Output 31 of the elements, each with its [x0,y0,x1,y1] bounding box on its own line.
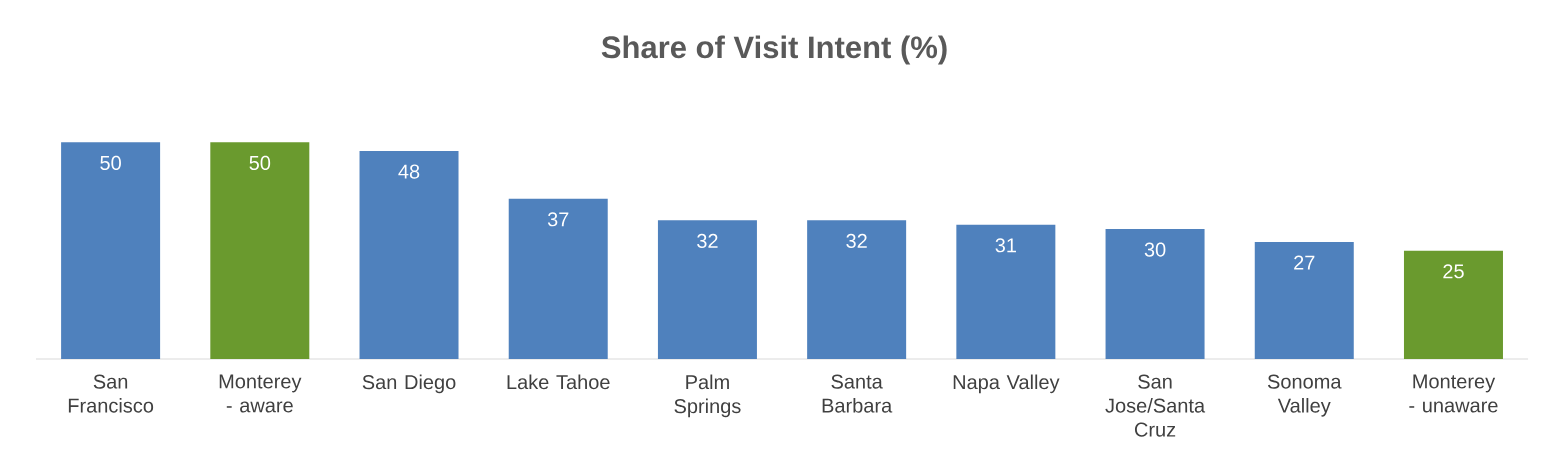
data-label: 31 [995,238,1016,253]
bar [61,142,161,359]
data-label: 25 [1443,264,1464,279]
bar [359,150,459,359]
data-label: 50 [100,155,121,171]
bar [508,198,608,359]
x-tick-label: Lake Tahoe [507,374,610,390]
x-tick-label: Palm Springs [674,374,741,418]
data-label: 48 [398,164,420,179]
bar [1254,242,1354,359]
x-tick-label: Santa Barbara [822,374,893,413]
data-label: 32 [846,233,867,249]
bar [210,142,310,359]
data-label: 30 [1144,242,1166,257]
x-tick-label: San Francisco [68,374,154,413]
chart-title: Share of Visit Intent (%) [601,35,947,65]
bar [657,220,757,359]
x-tick-label: San Jose/Santa Cruz [1105,374,1206,437]
data-label: 50 [249,155,271,171]
bar [1105,229,1205,359]
x-tick-label: Monterey - unaware [1409,374,1498,413]
data-label: 37 [547,212,569,227]
x-tick-label: Napa Valley [953,374,1060,394]
x-tick-label: San Diego [362,374,456,394]
bar [807,220,907,359]
bar [956,224,1056,359]
bar [1403,250,1503,359]
data-label: 32 [697,233,718,249]
data-label: 27 [1294,255,1315,270]
x-tick-label: Sonoma Valley [1267,374,1342,417]
x-tick-label: Monterey - aware [219,374,302,413]
